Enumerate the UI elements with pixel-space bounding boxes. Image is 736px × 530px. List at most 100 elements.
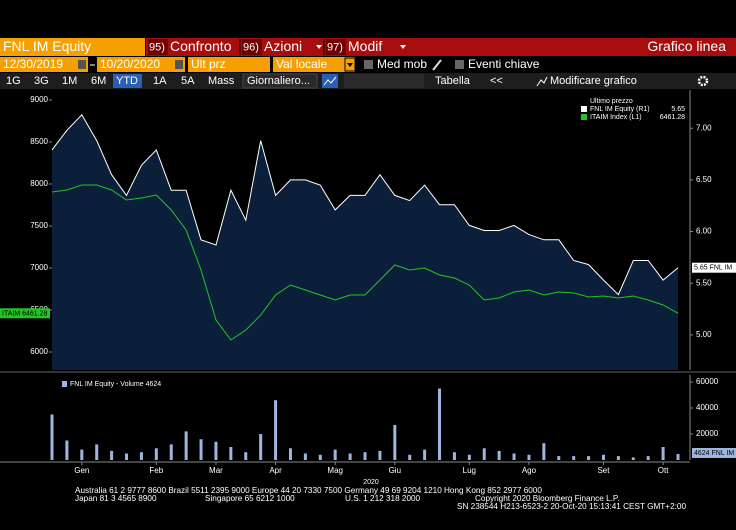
menu-label[interactable]: Modif — [348, 38, 382, 54]
volume-bar — [408, 454, 412, 460]
menu-label[interactable]: Confronto — [170, 38, 232, 54]
x-tick-label: Ago — [522, 466, 537, 475]
volume-bar — [482, 448, 486, 460]
x-tick-label: Lug — [463, 466, 476, 475]
x-tick-label: Apr — [269, 466, 282, 475]
volume-bar — [512, 453, 516, 460]
key-events-label[interactable]: Eventi chiave — [468, 57, 540, 71]
volume-tick-label: 20000 — [696, 429, 719, 438]
ticker[interactable]: FNL IM Equity — [3, 38, 91, 54]
volume-bar — [80, 449, 84, 460]
volume-bar — [259, 434, 263, 460]
dropdown-arrow[interactable] — [400, 45, 406, 49]
left-tick-label: 7000 — [30, 263, 48, 272]
legend-name: FNL IM Equity (R1) — [590, 106, 650, 113]
volume-bar — [676, 453, 680, 460]
volume-bar — [154, 448, 158, 460]
volume-bar — [616, 456, 620, 460]
field-box[interactable] — [188, 57, 270, 72]
moving-average-label[interactable]: Med mob — [377, 57, 427, 71]
right-tick-label: 5.00 — [696, 330, 712, 339]
legend-box — [578, 96, 688, 124]
volume-bar — [393, 424, 397, 460]
legend-title: Ultimo prezzo — [590, 98, 633, 105]
footer-contacts: Singapore 65 6212 1000 — [205, 494, 295, 503]
right-tick-label: 7.00 — [696, 123, 712, 132]
menu-number[interactable]: 97) — [327, 41, 343, 53]
frequency-box[interactable] — [242, 73, 318, 89]
last-volume: 4624 — [694, 450, 710, 457]
period-button[interactable]: YTD — [116, 75, 138, 87]
last-value: 6461.28 — [22, 310, 47, 317]
chart-type-icon[interactable] — [322, 74, 338, 88]
menu-number-box[interactable] — [326, 39, 346, 55]
edit-chart-button[interactable]: Modificare grafico — [550, 75, 637, 87]
collapse-button[interactable]: << — [490, 75, 503, 87]
period-button[interactable]: 1G — [6, 75, 21, 87]
period-button[interactable]: 1M — [62, 75, 77, 87]
currency[interactable]: Val locale — [276, 57, 327, 71]
volume-bar — [199, 439, 203, 460]
legend-value: 6461.28 — [660, 114, 685, 121]
menu-number-box[interactable] — [242, 39, 262, 55]
end-date-box[interactable] — [97, 57, 185, 72]
last-value-label: 5.65 FNL IM — [694, 265, 732, 272]
volume-bar — [587, 456, 591, 460]
menu-number[interactable]: 96) — [243, 41, 259, 53]
menu-number-box[interactable] — [148, 39, 168, 55]
period-button[interactable]: 5A — [181, 75, 195, 87]
period-button[interactable]: 6M — [91, 75, 106, 87]
menu-bar — [146, 38, 736, 56]
period-button[interactable]: 1A — [153, 75, 167, 87]
end-date[interactable]: 10/20/2020 — [100, 57, 160, 71]
dropdown-arrow[interactable] — [316, 45, 322, 49]
period-selected — [113, 74, 142, 88]
start-date[interactable]: 12/30/2019 — [3, 57, 63, 71]
menu-label[interactable]: Azioni — [264, 38, 302, 54]
start-date-box[interactable] — [0, 57, 88, 72]
footer-contacts: U.S. 1 212 318 2000 — [345, 494, 421, 503]
volume-bar — [497, 450, 501, 460]
currency-box[interactable] — [273, 57, 355, 72]
view-label[interactable]: Grafico linea — [647, 38, 726, 54]
period-button[interactable]: Mass — [208, 75, 235, 87]
left-tick-label: 8500 — [30, 137, 48, 146]
volume-bar — [274, 400, 278, 460]
last-value-box — [692, 262, 736, 273]
volume-bar — [348, 453, 352, 460]
volume-bar — [527, 454, 531, 460]
ticker-box[interactable] — [0, 38, 145, 56]
legend-value: 5.65 — [671, 106, 685, 113]
period-button[interactable]: 3G — [34, 75, 49, 87]
separator — [344, 74, 424, 88]
left-tick-label: 7500 — [30, 221, 48, 230]
volume-bar — [214, 441, 218, 460]
volume-bar — [169, 444, 173, 460]
last-value: 5.65 — [694, 265, 708, 272]
frequency[interactable]: Giornaliero... — [247, 75, 310, 87]
calendar-icon[interactable] — [78, 60, 86, 69]
series-tag: ITAIM — [2, 310, 20, 317]
menu-number[interactable]: 95) — [149, 41, 165, 53]
volume-bar — [229, 447, 233, 460]
checkbox[interactable] — [364, 60, 373, 69]
pencil-icon — [432, 59, 442, 71]
field[interactable]: Ult prz — [191, 57, 226, 71]
x-tick-label: Feb — [149, 466, 163, 475]
volume-tick-label: 40000 — [696, 403, 719, 412]
footer-session: SN 238544 H213-6523-2 20-Oct-20 15:13:41… — [457, 502, 686, 511]
price-area — [52, 114, 678, 370]
volume-bar — [244, 452, 248, 460]
volume-bar — [50, 414, 54, 460]
series-tag: FNL IM — [710, 265, 733, 272]
settings-gear[interactable] — [697, 75, 709, 87]
checkbox[interactable] — [455, 60, 464, 69]
calendar-icon[interactable] — [175, 60, 183, 69]
x-tick-label: Giu — [389, 466, 401, 475]
right-tick-label: 6.00 — [696, 227, 712, 236]
left-tick-label: 8000 — [30, 179, 48, 188]
table-button[interactable]: Tabella — [435, 75, 471, 87]
volume-bar — [557, 456, 561, 460]
volume-bar — [438, 388, 442, 460]
